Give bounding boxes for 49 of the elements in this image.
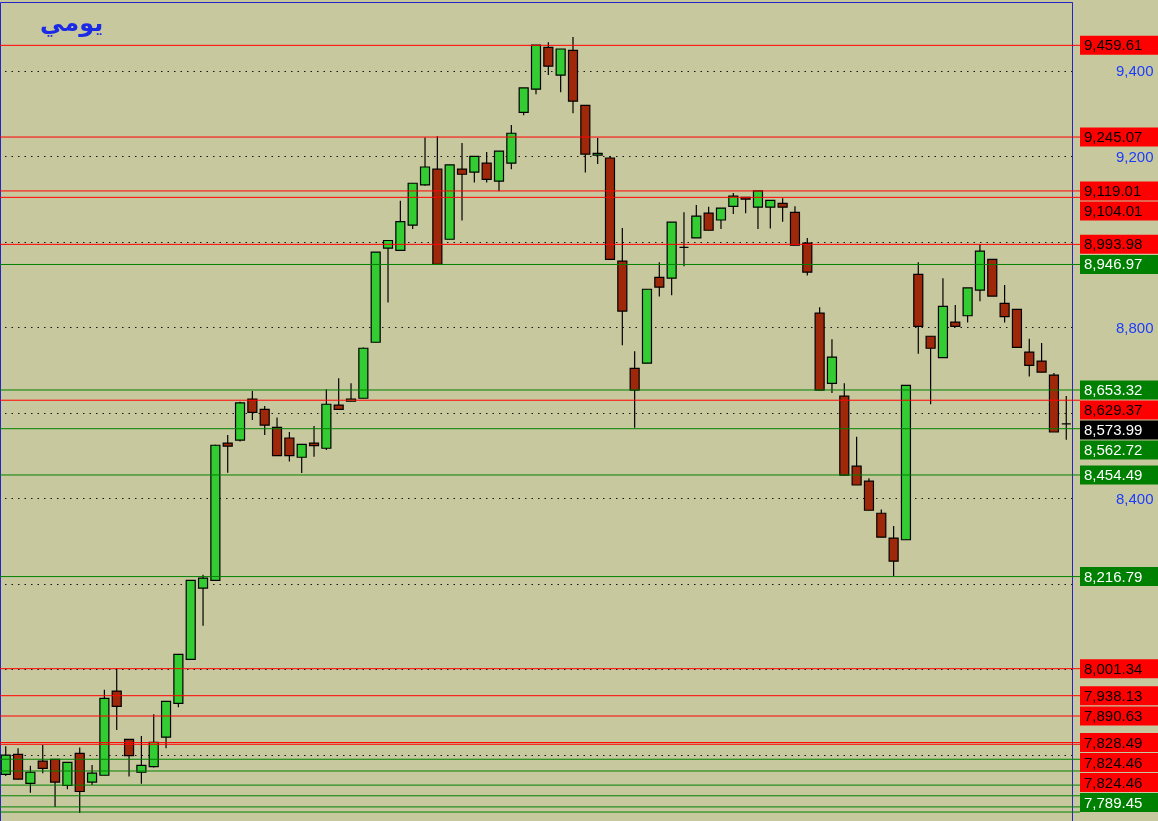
- candlestick: [728, 192, 739, 215]
- ref-line-label: 8,454.49: [1084, 465, 1143, 483]
- ref-line-label: 9,245.07: [1084, 128, 1143, 146]
- candlestick: [111, 667, 122, 731]
- ref-line-label: 8,993.98: [1084, 235, 1143, 253]
- candlestick: [999, 284, 1010, 324]
- y-tick-label: 9,400: [1115, 62, 1154, 80]
- candlestick: [876, 508, 887, 538]
- ref-line-label: 9,459.61: [1084, 36, 1143, 54]
- y-tick-label: 8,400: [1115, 489, 1154, 507]
- ref-line-label: 7,824.46: [1084, 753, 1143, 771]
- chart-title: يومي: [40, 9, 104, 37]
- candlestick: [284, 431, 295, 463]
- candlestick: [703, 206, 714, 231]
- candlestick: [197, 574, 209, 627]
- ref-line-label: 7,828.49: [1084, 733, 1143, 751]
- candlestick: [296, 443, 307, 474]
- candlestick: [654, 261, 665, 298]
- ref-line-label: 9,119.01: [1084, 181, 1142, 199]
- ref-line-label: 8,001.34: [1084, 659, 1143, 677]
- candlestick: [1024, 338, 1035, 378]
- text: 8,573.99: [1084, 420, 1143, 438]
- text: 7,824.46: [1084, 773, 1143, 791]
- ref-line-label: 7,890.63: [1084, 707, 1143, 724]
- candlestick: [777, 197, 788, 223]
- candlestick: [715, 207, 727, 230]
- candlestick: [333, 377, 344, 410]
- ref-line-label: 8,946.97: [1084, 255, 1143, 273]
- candlestick: [308, 425, 320, 458]
- ref-line-label: 8,216.79: [1084, 567, 1143, 585]
- ref-line-label: 8,653.32: [1084, 380, 1143, 398]
- candlestick: [691, 204, 702, 239]
- y-tick-label: 9,200: [1115, 147, 1154, 165]
- candlestick: [592, 137, 603, 165]
- ref-line-label: 8,629.37: [1084, 400, 1143, 418]
- candlestick: [925, 335, 936, 405]
- candlestick: [543, 41, 554, 76]
- candlestick: [222, 434, 233, 474]
- candlestick: [888, 525, 899, 577]
- ref-line-label: 8,562.72: [1084, 440, 1143, 458]
- ref-line-label: 9,104.01: [1084, 201, 1143, 219]
- candlestick: [25, 765, 36, 794]
- ref-line-label: 7,789.45: [1084, 793, 1143, 811]
- candlestick: [1036, 342, 1047, 373]
- candlestick: [765, 199, 776, 230]
- ref-line-label: 7,938.13: [1084, 686, 1143, 704]
- y-tick-label: 8,800: [1115, 318, 1154, 336]
- candlestick: [86, 764, 98, 786]
- candlestick: [851, 436, 862, 486]
